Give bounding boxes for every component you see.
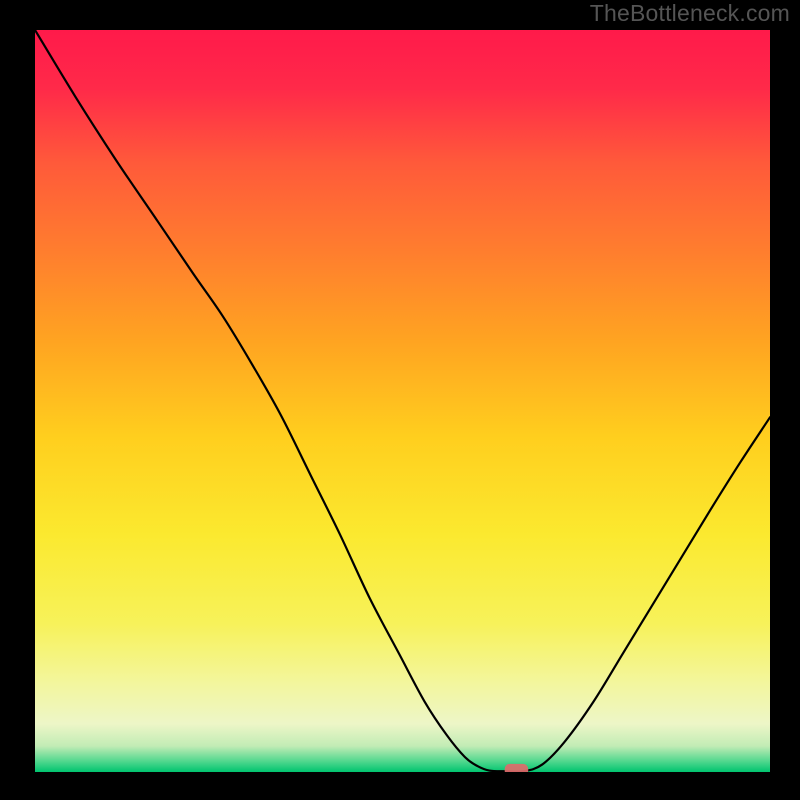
- optimum-marker: [505, 764, 529, 772]
- watermark-text: TheBottleneck.com: [590, 0, 790, 27]
- chart-frame: TheBottleneck.com: [0, 0, 800, 800]
- plot-area: [35, 30, 770, 772]
